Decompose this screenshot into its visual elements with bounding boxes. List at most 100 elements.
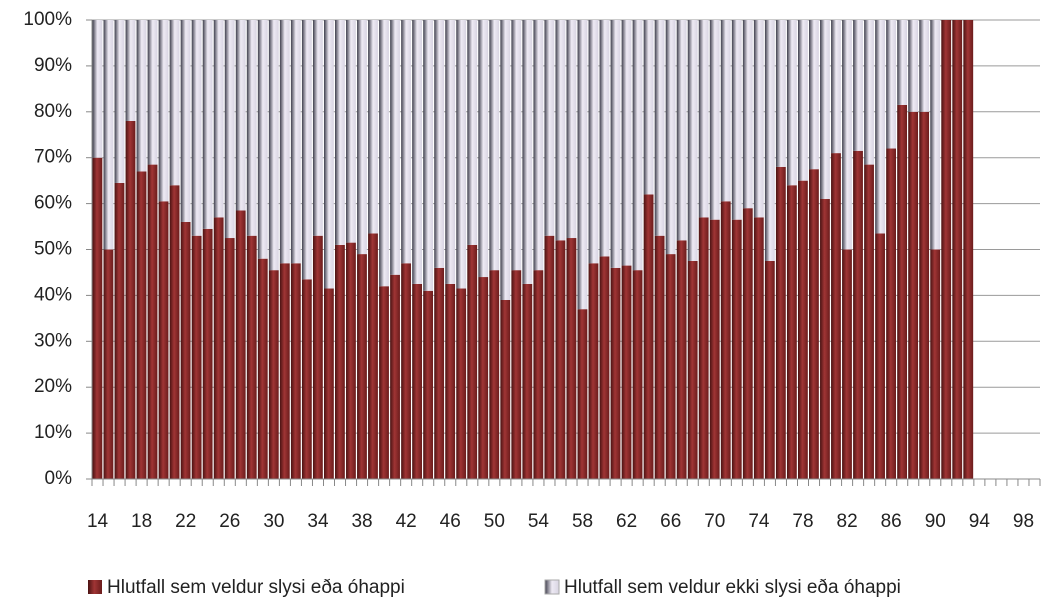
legend-swatch [88,580,102,594]
bar-segment [368,233,378,479]
bar-segment [566,238,577,479]
bar-segment [764,260,775,479]
bar-segment [654,235,665,479]
bar-segment [301,20,312,280]
bar-segment [952,20,963,479]
bar-segment [544,235,555,479]
bar-segment [213,20,224,218]
bar-segment [555,20,566,241]
x-tick-label: 34 [307,511,329,532]
bar-segment [125,20,136,121]
bar-segment [886,148,896,479]
bar-segment [809,169,819,480]
bar-segment [158,20,169,202]
x-tick-label: 86 [881,511,902,532]
bar-segment [753,20,764,218]
bar-segment [908,20,919,112]
bar-segment [312,235,323,479]
x-tick-label: 78 [792,511,813,532]
bar-segment [533,270,544,479]
bar-segment [390,20,400,275]
bar-segment [114,20,125,183]
x-tick-label: 46 [440,511,461,532]
x-tick-label: 82 [837,511,858,532]
bar-segment [500,299,511,479]
x-tick-label: 54 [528,511,550,532]
y-tick-label: 20% [34,376,72,397]
bar-segment [698,20,709,218]
bar-segment [632,20,643,271]
bar-segment [290,263,301,479]
bar-segment [897,104,908,479]
bar-segment [136,20,147,172]
bar-segment [478,20,489,278]
legend-swatch [544,579,560,595]
bar-segment [323,20,334,289]
bar-segment [709,219,720,480]
bar-segment [312,20,323,236]
bar-segment [511,270,522,479]
bar-segment [864,164,874,479]
x-tick-label: 90 [925,511,946,532]
bar-segment [786,185,797,480]
bar-segment [853,150,863,479]
bar-segment [191,20,202,236]
x-tick-label: 26 [219,511,240,532]
bar-segment [191,235,202,479]
bar-segment [423,290,434,479]
bar-segment [456,20,467,289]
bar-segment [147,164,158,479]
bar-segment [92,20,103,158]
bar-segment [224,238,235,479]
y-tick-label: 30% [34,330,72,351]
bar-segment [489,20,500,271]
bar-segment [268,20,279,271]
bar-segment [412,20,422,284]
bar-segment [577,309,588,479]
bar-segment [919,20,930,112]
x-tick-label: 74 [748,511,770,532]
bar-segment [533,20,544,271]
bar-segment [676,20,687,241]
bar-segment [731,219,742,480]
bar-segment [786,20,797,186]
bar-segment [599,256,610,479]
bar-segment [742,208,753,479]
bar-segment [103,249,114,479]
bar-segment [368,20,378,234]
bar-segment [720,20,731,202]
bar-segment [842,20,852,250]
bar-segment [434,267,445,479]
x-tick-label: 38 [351,511,372,532]
bar-segment [775,166,786,479]
bar-segment [390,274,400,479]
bar-segment [963,20,974,479]
bar-segment [753,217,764,479]
bar-segment [323,288,334,479]
bar-segment [246,20,257,236]
bar-segment [511,20,522,271]
x-tick-label: 14 [87,511,109,532]
bar-segment [555,240,566,479]
bar-segment [731,20,742,220]
bar-segment [224,20,235,239]
bar-segment [831,20,841,154]
bar-segment [478,277,489,479]
bar-segment [423,20,434,291]
y-tick-label: 100% [23,9,72,30]
bar-segment [357,20,367,255]
bar-segment [290,20,301,264]
bar-segment [456,288,467,479]
bar-segment [643,20,654,195]
bar-segment [257,258,268,479]
bar-segment [875,233,885,479]
x-tick-label: 66 [660,511,681,532]
bar-segment [853,20,863,151]
bar-segment [180,20,191,222]
bar-segment [842,249,852,479]
bar-segment [213,217,224,479]
bar-segment [820,20,830,200]
bar-segment [401,263,411,479]
bar-segment [202,20,213,229]
